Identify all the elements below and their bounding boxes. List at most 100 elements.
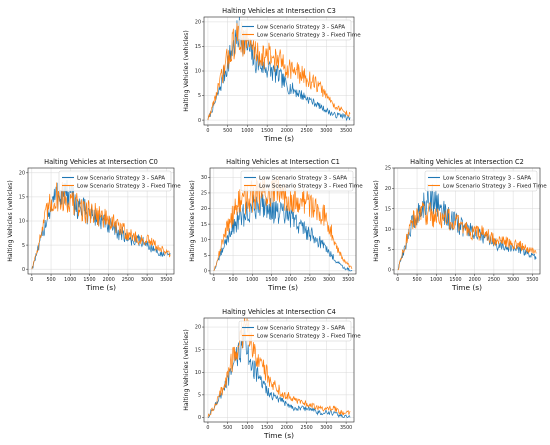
chart-title: Halting Vehicles at Intersection C3 — [222, 7, 336, 15]
x-tick-label: 2500 — [122, 277, 134, 283]
x-tick-label: 500 — [223, 128, 232, 134]
x-tick-label: 500 — [412, 277, 421, 283]
y-axis-label: Halting Vehicles (vehicles) — [7, 180, 14, 262]
x-tick-label: 3500 — [340, 425, 352, 431]
y-tick-label: 15 — [201, 222, 207, 228]
x-tick-label: 1000 — [246, 277, 258, 283]
series-line-fixed-time — [397, 202, 537, 271]
legend-box — [238, 320, 352, 342]
y-tick-label: 15 — [195, 44, 201, 50]
x-tick-label: 0 — [396, 277, 399, 283]
y-axis-label: Halting Vehicles (vehicles) — [373, 180, 380, 262]
x-axis-label: Time (s) — [263, 134, 294, 143]
x-tick-label: 1000 — [241, 128, 253, 134]
x-tick-label: 3000 — [320, 128, 332, 134]
legend-box — [240, 170, 354, 192]
y-tick-label: 20 — [19, 171, 25, 177]
x-tick-label: 1500 — [83, 277, 95, 283]
y-tick-label: 0 — [388, 268, 391, 274]
y-tick-label: 25 — [385, 166, 391, 172]
x-tick-label: 0 — [30, 277, 33, 283]
chart-title: Halting Vehicles at Intersection C1 — [226, 158, 340, 166]
chart-c0: Halting Vehicles at Intersection C0 0 500 1… — [7, 158, 181, 292]
chart-c4: Halting Vehicles at Intersection C4 0 500 1… — [183, 308, 361, 440]
chart-title: Halting Vehicles at Intersection C2 — [410, 158, 524, 166]
x-tick-label: 3500 — [160, 277, 172, 283]
x-tick-label: 3000 — [320, 425, 332, 431]
y-tick-label: 15 — [19, 195, 25, 201]
x-tick-label: 500 — [223, 425, 232, 431]
legend-label: Low Scenario Strategy 3 - SAPA — [77, 176, 165, 182]
y-axis-label: Halting Vehicles (vehicles) — [183, 30, 190, 112]
legend-label: Low Scenario Strategy 3 - SAPA — [257, 326, 345, 332]
chart-c1: Halting Vehicles at Intersection C1 0 500 1… — [189, 158, 363, 292]
y-tick-label: 0 — [22, 267, 25, 273]
y-tick-label: 10 — [19, 219, 25, 225]
x-tick-label: 3500 — [526, 277, 538, 283]
legend-box — [238, 19, 352, 41]
y-tick-label: 20 — [385, 186, 391, 192]
series-line-fixed-time — [207, 22, 351, 121]
x-tick-label: 0 — [206, 128, 209, 134]
x-tick-label: 3500 — [340, 128, 352, 134]
legend-label: Low Scenario Strategy 3 - Fixed Time — [257, 334, 361, 340]
y-tick-label: 10 — [195, 69, 201, 75]
x-tick-label: 2500 — [304, 277, 316, 283]
x-tick-label: 3000 — [141, 277, 153, 283]
series-line-sapa — [31, 180, 171, 270]
x-tick-label: 2500 — [301, 128, 313, 134]
chart-c3: Halting Vehicles at Intersection C3 0 500 1… — [183, 7, 361, 143]
y-tick-label: 20 — [195, 20, 201, 26]
x-tick-label: 1500 — [449, 277, 461, 283]
y-tick-label: 20 — [195, 325, 201, 331]
x-tick-label: 1500 — [261, 128, 273, 134]
series-line-sapa — [397, 183, 537, 271]
x-axis-label: Time (s) — [263, 431, 294, 440]
y-tick-label: 5 — [204, 253, 207, 259]
series-line-fixed-time — [213, 175, 353, 272]
x-tick-label: 3000 — [507, 277, 519, 283]
x-tick-label: 2000 — [103, 277, 115, 283]
y-tick-label: 0 — [198, 118, 201, 124]
legend-label: Low Scenario Strategy 3 - Fixed Time — [77, 184, 181, 190]
series-line-fixed-time — [31, 181, 171, 270]
x-tick-label: 500 — [46, 277, 55, 283]
chart-title: Halting Vehicles at Intersection C4 — [222, 308, 336, 316]
y-tick-label: 0 — [198, 415, 201, 421]
plot-frame — [393, 167, 541, 275]
x-tick-label: 1000 — [64, 277, 76, 283]
x-tick-label: 3500 — [342, 277, 354, 283]
y-tick-label: 10 — [201, 237, 207, 243]
x-tick-label: 0 — [206, 425, 209, 431]
y-tick-label: 5 — [198, 393, 201, 399]
x-axis-label: Time (s) — [85, 283, 116, 292]
x-tick-label: 2000 — [281, 425, 293, 431]
legend-label: Low Scenario Strategy 3 - SAPA — [443, 176, 531, 182]
y-tick-label: 0 — [204, 269, 207, 275]
legend-label: Low Scenario Strategy 3 - Fixed Time — [257, 33, 361, 39]
y-tick-label: 30 — [201, 175, 207, 181]
y-tick-label: 15 — [195, 347, 201, 353]
x-tick-label: 500 — [228, 277, 237, 283]
legend-box — [58, 170, 172, 192]
x-tick-label: 1000 — [430, 277, 442, 283]
x-tick-label: 2000 — [285, 277, 297, 283]
x-tick-label: 3000 — [323, 277, 335, 283]
y-tick-label: 20 — [201, 206, 207, 212]
x-tick-label: 2500 — [301, 425, 313, 431]
legend-label: Low Scenario Strategy 3 - Fixed Time — [443, 184, 547, 190]
y-tick-label: 15 — [385, 206, 391, 212]
x-axis-label: Time (s) — [451, 283, 482, 292]
y-tick-label: 10 — [385, 227, 391, 233]
chart-c2: Halting Vehicles at Intersection C2 0 500 1… — [373, 158, 547, 292]
chart-title: Halting Vehicles at Intersection C0 — [44, 158, 158, 166]
legend-box — [424, 170, 538, 192]
x-axis-label: Time (s) — [267, 283, 298, 292]
x-tick-label: 1500 — [261, 425, 273, 431]
plot-frame — [203, 16, 355, 126]
series-line-fixed-time — [207, 318, 351, 418]
legend-label: Low Scenario Strategy 3 - SAPA — [259, 176, 347, 182]
y-tick-label: 5 — [22, 243, 25, 249]
legend-label: Low Scenario Strategy 3 - Fixed Time — [259, 184, 363, 190]
y-axis-label: Halting Vehicles (vehicles) — [183, 329, 190, 411]
